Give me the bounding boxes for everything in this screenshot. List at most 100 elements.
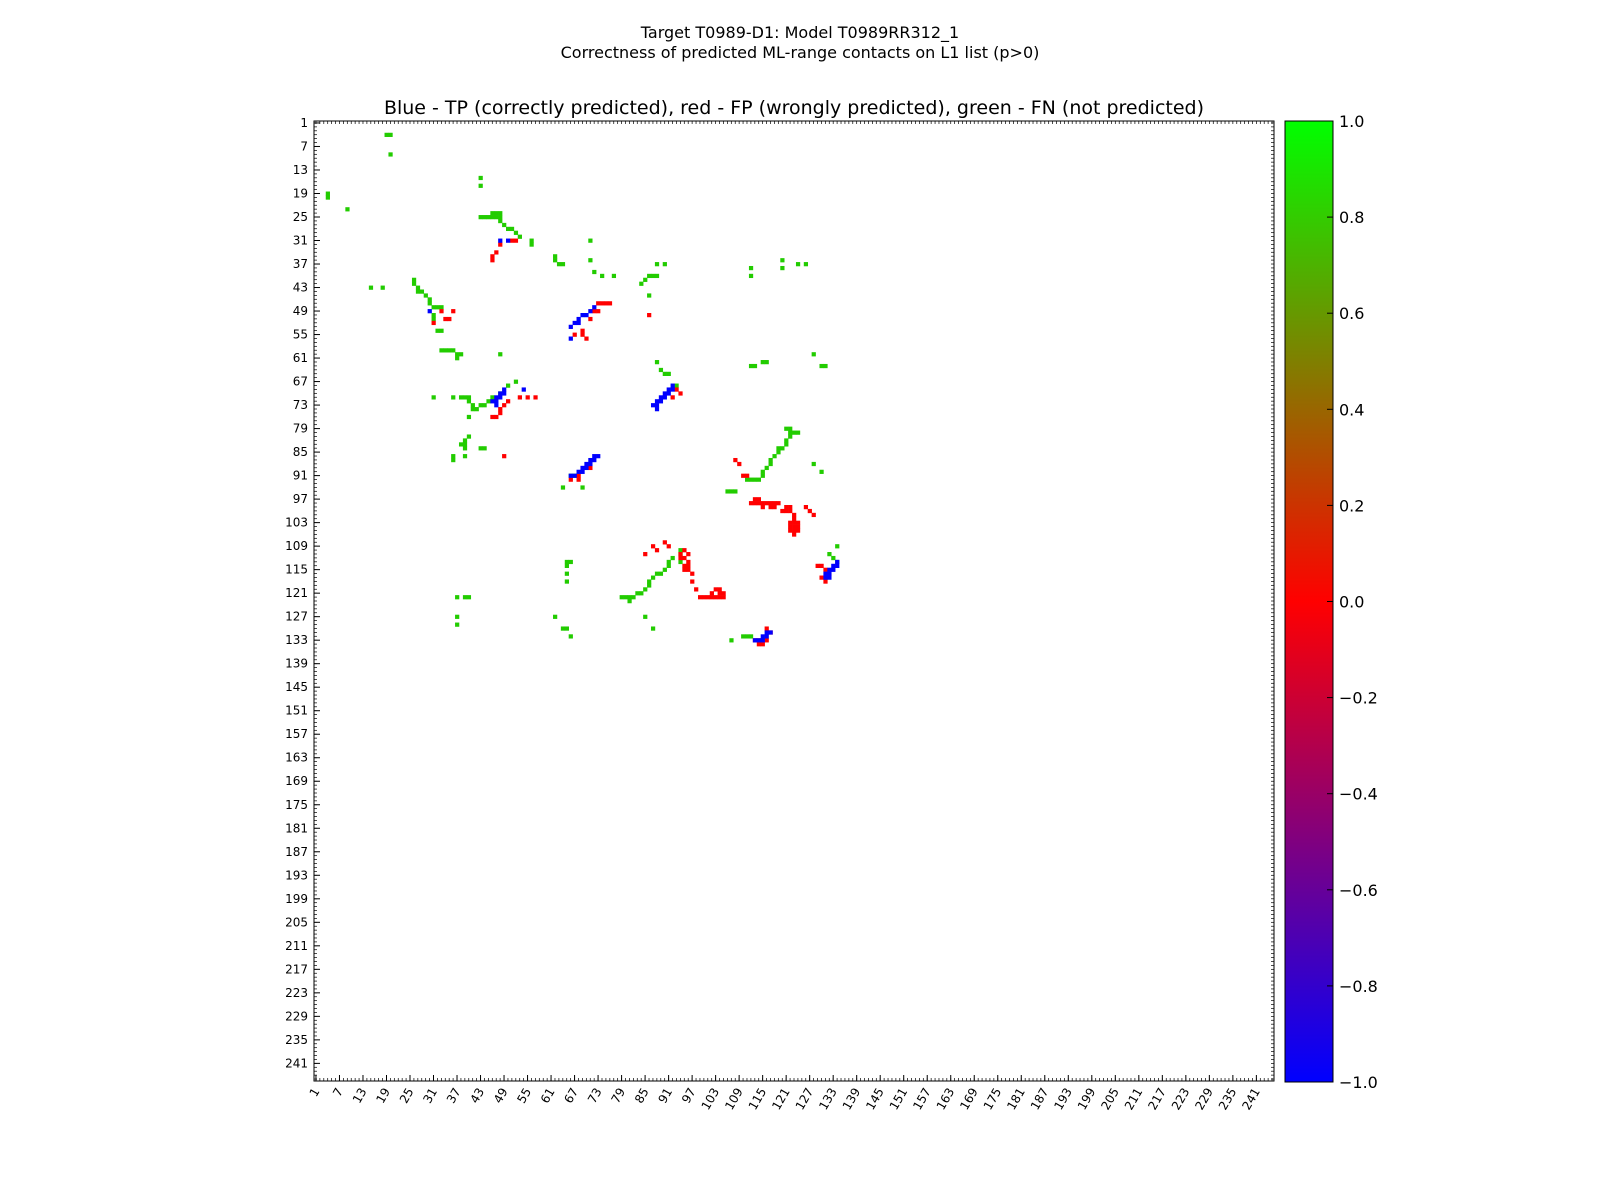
contact-cell-fp xyxy=(596,301,601,306)
contact-cell-fp xyxy=(572,332,577,337)
contact-cell-fp xyxy=(580,328,585,333)
colorbar-tick-label: 0.6 xyxy=(1339,304,1364,323)
contact-cell-fn xyxy=(466,395,472,400)
contact-cell-fp xyxy=(439,309,444,314)
contact-cell-tp xyxy=(670,383,675,388)
contact-cell-tp xyxy=(580,469,585,474)
contact-cell-fp xyxy=(568,477,573,482)
colorbar-ticks: 1.0 0.8 0.6 0.4 0.2 0.0 −0.2 −0.4 −0.6 −0.8 −1.0 xyxy=(1327,112,1378,1092)
colorbar-tick-label: −1.0 xyxy=(1339,1073,1378,1092)
contact-cell-fp xyxy=(792,528,797,533)
contact-cell-tp xyxy=(580,465,585,471)
x-tick-label: 49 xyxy=(491,1086,511,1106)
contact-cell-fn xyxy=(666,559,671,565)
contact-cell-tp xyxy=(835,559,840,565)
contact-cell-fn xyxy=(451,395,456,400)
x-tick-label: 1 xyxy=(307,1086,323,1100)
colorbar-tick-label: 0.2 xyxy=(1339,496,1364,515)
x-tick-label: 187 xyxy=(1028,1086,1052,1113)
contact-cell-fp xyxy=(717,595,722,600)
y-tick-label: 241 xyxy=(285,1056,308,1070)
x-tick-label: 151 xyxy=(887,1086,911,1113)
contact-cell-fn xyxy=(494,211,499,216)
contact-cell-fn xyxy=(462,595,468,600)
contact-cell-fn xyxy=(345,207,350,212)
contact-cell-fp xyxy=(772,501,777,506)
contact-cell-fn xyxy=(478,175,483,181)
contact-cell-fn xyxy=(423,293,428,298)
contact-cell-fp xyxy=(647,313,652,318)
contact-cell-fp xyxy=(643,552,648,557)
contact-cell-fn xyxy=(560,485,566,490)
contact-cell-fn xyxy=(431,305,436,310)
contact-cell-tp xyxy=(584,461,589,467)
y-tick-label: 31 xyxy=(293,234,308,248)
contact-cell-fn xyxy=(431,316,436,322)
contact-cell-fn xyxy=(776,450,781,455)
contact-cell-fp xyxy=(686,567,691,572)
contact-cell-fn xyxy=(506,383,511,388)
contact-cell-fp xyxy=(709,595,714,600)
contact-cell-fn xyxy=(643,587,648,592)
contact-cell-fp xyxy=(650,544,656,549)
contact-cell-fp xyxy=(795,528,801,533)
contact-cell-tp xyxy=(654,407,660,412)
contact-cell-fp xyxy=(670,395,675,400)
contact-cell-tp xyxy=(576,316,581,322)
contact-cell-fn xyxy=(772,454,777,459)
x-tick-label: 25 xyxy=(397,1086,417,1106)
contact-cell-fn xyxy=(623,595,628,600)
contact-cell-fn xyxy=(455,356,460,361)
contact-cell-fn xyxy=(462,454,468,459)
y-tick-label: 97 xyxy=(293,492,308,506)
contact-cell-fp xyxy=(752,497,758,502)
contact-cell-fn xyxy=(482,215,487,220)
contact-cell-fn xyxy=(588,238,593,243)
colorbar-tick-label: −0.6 xyxy=(1339,881,1378,900)
contact-cell-fn xyxy=(627,595,632,600)
contact-cell-fn xyxy=(811,352,816,357)
contact-cell-fn xyxy=(431,395,436,400)
y-tick-label: 7 xyxy=(300,139,308,153)
x-tick-label: 235 xyxy=(1216,1086,1240,1113)
contact-cell-fn xyxy=(427,301,432,306)
y-tick-label: 79 xyxy=(293,422,308,436)
contact-cell-tp xyxy=(576,469,581,474)
contact-cell-fn xyxy=(788,434,793,439)
contact-cell-fp xyxy=(760,501,765,506)
contact-cell-fn xyxy=(455,352,460,357)
x-tick-label: 79 xyxy=(608,1086,628,1106)
contact-cell-fn xyxy=(662,371,667,376)
colorbar xyxy=(1284,120,1334,1083)
y-tick-label: 223 xyxy=(285,986,308,1000)
contact-cell-fp xyxy=(764,638,769,643)
contact-cell-fp xyxy=(490,414,495,420)
contact-cell-fn xyxy=(650,626,656,631)
contact-cell-tp xyxy=(568,473,573,478)
contact-cell-fp xyxy=(811,512,816,518)
contact-cell-tp xyxy=(662,391,667,396)
contact-cell-fp xyxy=(607,301,613,306)
contact-cell-fn xyxy=(780,265,785,271)
contact-cell-fp xyxy=(580,332,585,337)
x-tick-label: 85 xyxy=(632,1086,652,1106)
chart-title: Blue - TP (correctly predicted), red - F… xyxy=(384,97,1204,119)
contact-cell-fp xyxy=(788,520,793,525)
y-tick-label: 133 xyxy=(285,633,308,647)
contact-cell-tp xyxy=(568,324,573,329)
contact-cell-tp xyxy=(760,634,765,639)
contact-cell-fp xyxy=(792,512,797,518)
contact-cell-fn xyxy=(650,575,656,580)
colorbar-tick-label: 0.0 xyxy=(1339,593,1364,612)
contact-cell-fp xyxy=(678,552,683,557)
contact-cell-fn xyxy=(662,567,667,572)
contact-cell-fn xyxy=(564,579,569,584)
contact-cell-fn xyxy=(662,262,667,267)
contact-cell-fn xyxy=(411,281,417,286)
x-tick-label: 97 xyxy=(679,1086,699,1106)
contact-cell-fn xyxy=(529,242,534,247)
contact-cell-fn xyxy=(498,352,503,357)
contact-cell-fn xyxy=(490,395,495,400)
contact-cell-fp xyxy=(498,242,503,247)
contact-cell-fp xyxy=(823,579,828,584)
